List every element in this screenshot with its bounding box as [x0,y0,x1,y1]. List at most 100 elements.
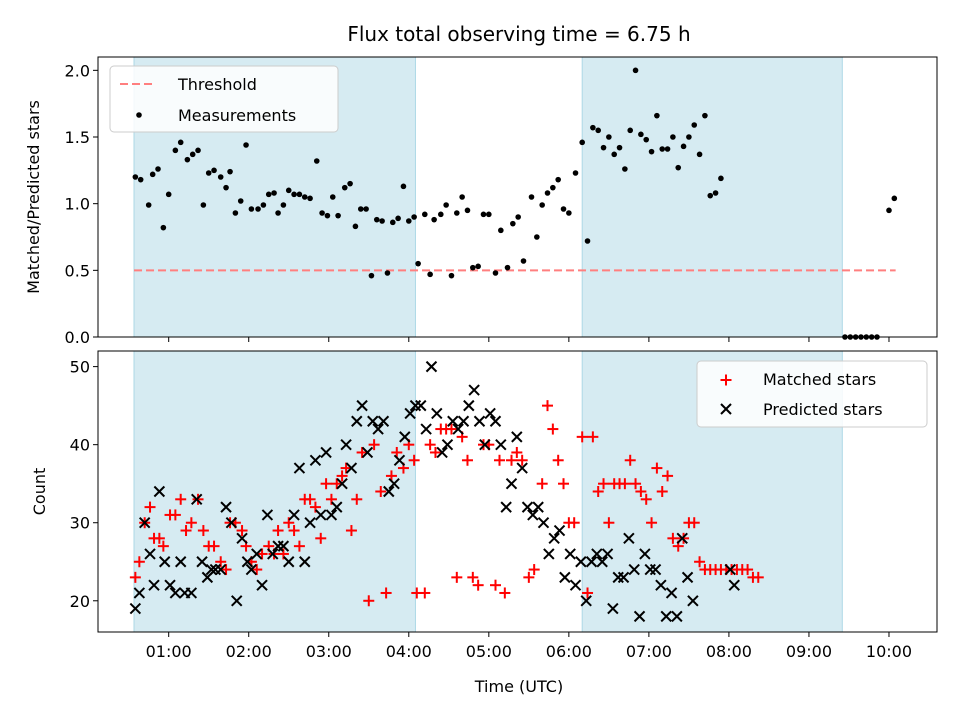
measurement-point [510,220,516,227]
predicted-star-point [251,548,263,560]
measurement-point [291,191,297,198]
predicted-star-point [607,602,619,615]
predicted-star-point [148,579,160,591]
matched-star-point [391,446,403,458]
y-axis-label: Count [30,468,49,516]
predicted-star-point [580,595,592,607]
x-tick-label: 08:00 [706,642,752,661]
figure-title: Flux total observing time = 6.75 h [347,22,690,46]
matched-star-point [368,439,380,451]
measurement-point [384,270,391,276]
predicted-star-point [277,540,290,552]
measurement-point [205,170,212,176]
predicted-star-point [241,556,254,568]
measurement-point [627,127,634,134]
measurement-point [696,151,703,158]
matched-star-point [180,525,192,537]
measurement-point [611,151,618,158]
predicted-star-point [724,563,736,576]
measurement-point [363,206,369,212]
measurement-point [379,218,385,224]
series-predicted-stars [129,360,740,623]
predicted-star-point [617,571,630,584]
measurement-point [145,202,152,208]
matched-star-point [742,564,754,576]
matched-star-point [603,517,615,529]
predicted-star-point [320,446,332,459]
matched-star-point [552,454,564,466]
measurement-point [438,211,444,218]
measurement-point [584,238,591,244]
y-tick-label: 0.0 [65,328,90,347]
x-tick-label: 07:00 [626,642,672,661]
measurement-point [200,202,207,208]
predicted-star-point [473,415,486,427]
measurement-point [480,211,487,218]
measurement-point [520,258,527,264]
matched-star-point [624,454,636,466]
predicted-star-point [441,438,454,451]
matched-star-point [220,564,232,576]
matched-star-point [385,470,397,482]
matched-star-point [505,454,517,466]
measurement-point [217,174,224,180]
measurement-point [454,210,460,216]
matched-star-point [598,478,610,490]
measurement-point [172,147,179,154]
legend-box [696,360,928,428]
measurement-point [421,211,428,218]
matched-star-point [351,493,363,505]
predicted-star-point [393,454,406,466]
measurement-point [319,210,325,216]
predicted-star-point [185,587,198,599]
matched-star-point [380,587,392,599]
matched-star-point [472,579,484,591]
measurement-point [232,210,239,216]
y-tick-label: 30 [70,514,90,533]
matched-star-point [542,400,554,412]
y-tick-label: 2.0 [65,61,90,80]
measurement-point [638,131,644,138]
predicted-star-point [205,563,218,576]
matched-star-point [169,509,181,521]
predicted-star-point [655,579,667,591]
matched-star-point [408,454,420,466]
measurement-point [189,151,196,158]
measurement-point [686,134,692,140]
matched-star-point [236,525,248,537]
measurement-point [243,142,249,148]
measurement-point [539,202,545,208]
matched-star-point [523,571,535,583]
measurement-point [177,139,184,146]
y-tick-label: 20 [70,592,90,611]
legend-box [109,65,339,133]
matched-star-point [272,525,284,537]
measurement-point [313,158,320,164]
predicted-star-point [591,548,603,560]
measurement-point [160,224,167,231]
matched-star-point [419,587,431,599]
predicted-star-point [639,548,651,560]
measurement-point [555,176,561,183]
measurement-point [248,206,255,212]
measurement-point [165,191,172,198]
measurement-point [566,210,572,216]
predicted-star-point [559,571,571,584]
predicted-star-point [351,415,363,427]
matched-star-point [688,517,700,529]
predicted-star-point [543,548,555,560]
predicted-star-point [315,509,327,521]
predicted-star-point [431,407,443,420]
matched-star-point [197,525,209,537]
measurement-point [632,67,639,74]
measurement-point [572,170,579,176]
predicted-star-point [361,446,374,459]
measurement-point [184,156,191,163]
x-tick-label: 05:00 [466,642,512,661]
x-axis-label: Time (UTC) [474,677,563,696]
measurement-point [560,206,567,212]
predicted-star-point [169,587,182,599]
predicted-star-point [293,462,306,474]
x-tick-label: 09:00 [786,642,832,661]
